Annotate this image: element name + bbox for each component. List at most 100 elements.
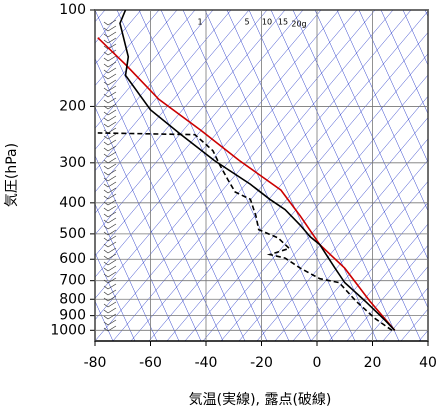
wind-barb <box>107 79 117 86</box>
profile-line <box>97 37 396 331</box>
isotherm-line <box>95 10 376 341</box>
wind-barb <box>107 301 117 308</box>
wind-barb <box>103 93 109 98</box>
isotherm-line <box>95 10 250 193</box>
wind-barb <box>103 63 109 68</box>
isotherm-line <box>95 10 286 235</box>
isotherm-line <box>130 10 412 341</box>
wind-barb <box>107 223 117 230</box>
wind-barb <box>103 99 109 104</box>
wind-barb <box>107 145 117 152</box>
wind-barb <box>103 279 109 284</box>
wind-barb <box>107 211 117 218</box>
wind-barb <box>103 105 109 110</box>
wind-barb <box>103 225 109 230</box>
wind-barb <box>107 187 117 194</box>
wind-barb <box>107 67 117 74</box>
adiabat-line <box>336 10 428 212</box>
wind-barb <box>103 255 109 260</box>
wind-barb <box>103 159 109 164</box>
wind-barb <box>103 243 109 248</box>
adiabat-line <box>424 10 428 18</box>
adiabat-line <box>314 10 428 260</box>
wind-barb <box>103 69 109 74</box>
wind-barb <box>107 151 117 158</box>
adiabat-line <box>95 10 246 341</box>
wind-barb <box>107 103 117 110</box>
wind-barb <box>107 121 117 128</box>
adiabat-line <box>95 106 202 341</box>
mixing-ratio-label: 15 <box>278 18 288 27</box>
x-tick-label: 40 <box>419 355 436 371</box>
y-tick-label: 400 <box>59 195 86 211</box>
wind-barb <box>103 87 109 92</box>
y-tick-label: 1000 <box>50 322 86 338</box>
wind-barb <box>107 37 117 44</box>
isotherm-line <box>310 202 428 341</box>
isotherm-line <box>328 223 428 341</box>
wind-barb <box>107 85 117 92</box>
wind-barb <box>103 309 109 314</box>
wind-barb <box>107 31 117 38</box>
wind-barb <box>103 249 109 254</box>
wind-barb <box>107 163 117 170</box>
isotherm-line <box>400 308 428 341</box>
wind-barb <box>103 321 109 326</box>
wind-barb <box>107 205 117 212</box>
wind-barb <box>103 237 109 242</box>
profile-line <box>119 10 396 331</box>
wind-barb <box>103 213 109 218</box>
isotherm-line <box>95 10 196 129</box>
wind-barb <box>103 195 109 200</box>
adiabat-line <box>358 10 428 163</box>
wind-barb <box>103 45 109 50</box>
mixing-ratio-label: 1 <box>197 18 202 27</box>
adiabat-line <box>95 252 136 341</box>
wind-barb <box>107 139 117 146</box>
wind-barb <box>103 75 109 80</box>
wind-barb <box>107 133 117 140</box>
adiabat-line <box>116 10 268 341</box>
wind-barb <box>107 73 117 80</box>
isotherm-line <box>346 244 428 341</box>
wind-barb <box>103 21 109 26</box>
adiabat-line <box>0 10 3 341</box>
isotherm-line <box>95 10 322 278</box>
wind-barb <box>107 97 117 104</box>
wind-barb <box>107 307 117 314</box>
adiabat-line <box>95 203 158 341</box>
isotherm-line <box>166 32 428 341</box>
wind-barb <box>107 295 117 302</box>
wind-barb <box>103 171 109 176</box>
wind-barb <box>103 273 109 278</box>
wind-barb <box>107 319 117 326</box>
wind-barb <box>107 271 117 278</box>
wind-barb <box>103 33 109 38</box>
isotherm-line <box>202 74 428 341</box>
wind-barb <box>103 189 109 194</box>
wind-barb <box>103 111 109 116</box>
wind-barb <box>103 219 109 224</box>
adiabat-line <box>95 155 180 341</box>
wind-barb <box>107 289 117 296</box>
adiabat-line <box>95 57 224 341</box>
wind-barb <box>107 169 117 176</box>
y-tick-label: 500 <box>59 226 86 242</box>
wind-barb <box>103 147 109 152</box>
isotherm-line <box>95 10 232 172</box>
y-tick-label: 200 <box>59 98 86 114</box>
isotherm-line <box>292 181 428 341</box>
mixing-ratio-label: 20g <box>291 20 306 29</box>
wind-barb <box>107 277 117 284</box>
wind-barb <box>103 231 109 236</box>
wind-barb <box>103 285 109 290</box>
isotherm-line <box>112 10 394 341</box>
wind-barb <box>107 235 117 242</box>
wind-barb <box>107 325 117 332</box>
isotherm-line <box>95 10 358 321</box>
wind-barb <box>103 315 109 320</box>
wind-barb <box>103 291 109 296</box>
wind-barb <box>107 193 117 200</box>
wind-barb <box>103 261 109 266</box>
